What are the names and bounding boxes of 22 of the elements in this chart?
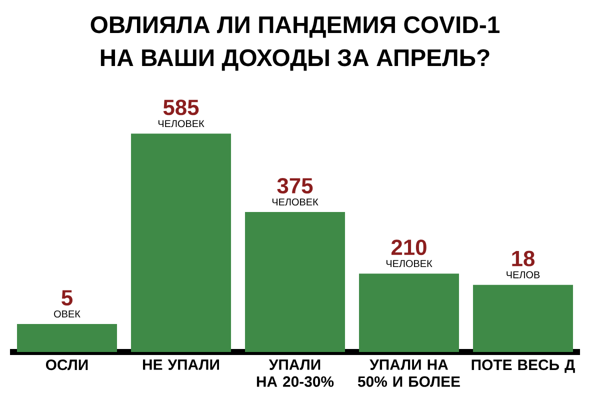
data-label: 210 [391,240,426,256]
x-tick-label: НЕ УПАЛИ [143,360,219,370]
x-tick-label: ОСЛИ [46,360,88,370]
bar [473,284,574,352]
x-tick-label: УПАЛИ НА 50% И БОЛЕЕ [358,360,460,387]
data-label: 585 [163,100,199,116]
annotation: ОВЕК [54,310,80,318]
bar [359,274,460,352]
x-tick-label: ПОТЕ ВЕСЬ Д [472,360,575,373]
annotation: 5 [62,290,72,306]
data-label: 375 [277,178,313,194]
annotation: 18 [512,250,535,266]
bar [245,212,346,352]
chart-subtitle: НА ВАШИ ДОХОДЫ ЗА АПРЕЛЬ? [100,49,490,71]
x-tick-label: УПАЛИ НА 20-30% [256,360,334,387]
bar [131,134,232,352]
bar [17,324,117,352]
annotation: ЧЕЛОВЕК [158,120,204,128]
annotation: ЧЕЛОВЕК [386,260,432,268]
annotation: ЧЕЛОВЕК [272,198,318,206]
annotation: ЧЕЛОВ [506,271,540,278]
chart-title: ОВЛИЯЛА ЛИ ПАНДЕМИЯ COVID-1 [90,16,500,38]
